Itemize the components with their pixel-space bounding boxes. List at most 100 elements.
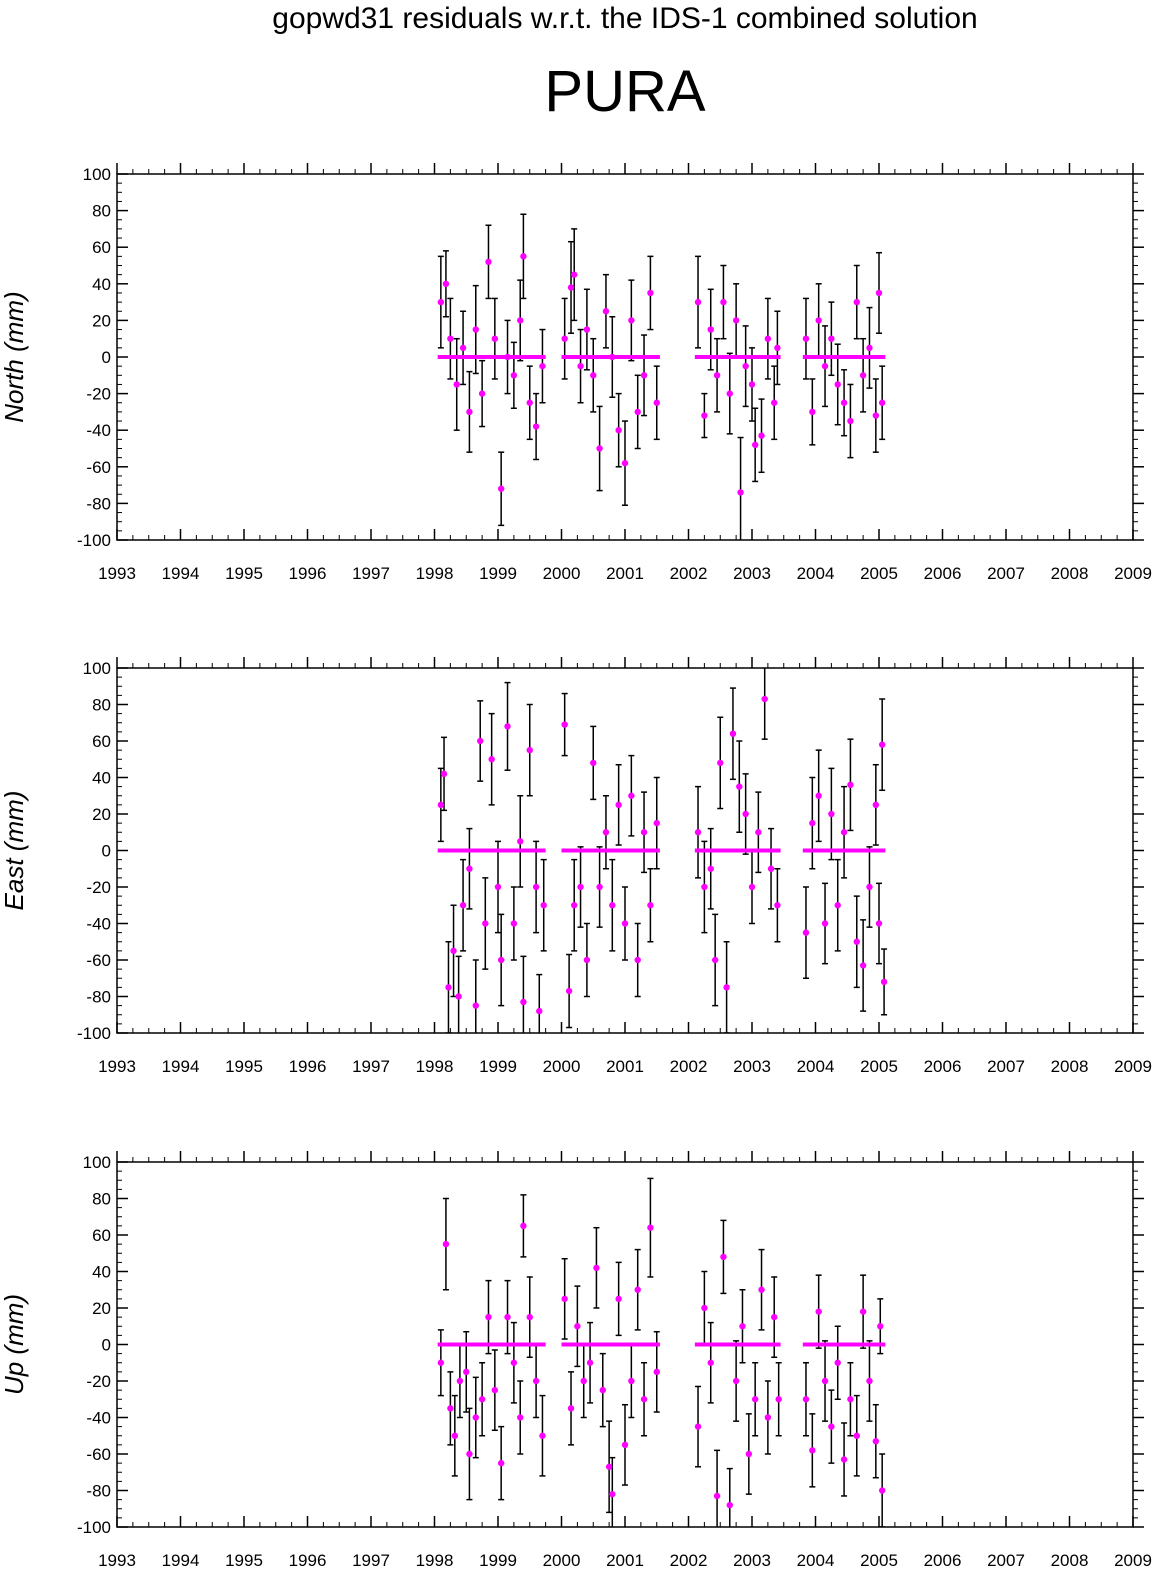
y-tick-label: -100 xyxy=(77,1518,111,1537)
data-point xyxy=(504,723,511,730)
panel-0: 1993 1994 1995 1996 1997 1998 1999 2000 2001 2002… xyxy=(0,163,1152,583)
data-point xyxy=(694,829,702,836)
data-point xyxy=(628,1377,635,1385)
data-point xyxy=(859,372,867,379)
data-point xyxy=(504,353,511,361)
data-point xyxy=(866,344,873,352)
data-point xyxy=(707,865,714,872)
data-point xyxy=(463,1368,470,1376)
x-tick-label: 1993 xyxy=(98,564,136,583)
data-point xyxy=(571,902,578,909)
data-point xyxy=(707,1359,714,1366)
data-point xyxy=(526,746,533,754)
x-tick-label: 2003 xyxy=(733,564,771,583)
x-tick-label: 2009 xyxy=(1114,1057,1152,1076)
data-point xyxy=(445,984,452,991)
data-point xyxy=(615,1295,622,1303)
x-tick-label: 1997 xyxy=(352,564,390,583)
data-point xyxy=(840,399,848,406)
x-tick-label: 1998 xyxy=(416,564,454,583)
data-point xyxy=(567,1405,575,1412)
data-point xyxy=(517,1414,524,1421)
x-tick-label: 2000 xyxy=(543,1057,581,1076)
data-point xyxy=(877,1323,884,1330)
data-point xyxy=(510,920,518,927)
x-tick-label: 2005 xyxy=(860,1057,898,1076)
x-tick-label: 2004 xyxy=(797,564,835,583)
y-tick-label: -100 xyxy=(77,531,111,550)
data-point xyxy=(809,1447,816,1454)
y-tick-label: 20 xyxy=(92,311,111,330)
data-point xyxy=(764,335,772,342)
data-point xyxy=(726,390,733,397)
x-tick-label: 2005 xyxy=(860,1551,898,1570)
data-point xyxy=(634,408,641,416)
y-tick-label: -20 xyxy=(86,1372,111,1391)
data-point xyxy=(809,408,816,416)
y-tick-label: -80 xyxy=(86,1482,111,1501)
data-point xyxy=(847,1396,854,1403)
data-point xyxy=(761,695,768,703)
x-tick-label: 1995 xyxy=(225,564,263,583)
data-point xyxy=(758,1286,765,1293)
y-tick-label: 0 xyxy=(102,1336,111,1355)
x-tick-label: 2002 xyxy=(670,564,708,583)
x-tick-label: 2004 xyxy=(797,1057,835,1076)
data-point xyxy=(840,1456,848,1463)
data-point xyxy=(466,865,473,872)
x-tick-label: 1999 xyxy=(479,1057,517,1076)
y-tick-label: -40 xyxy=(86,915,111,934)
data-point xyxy=(774,902,781,909)
data-point xyxy=(872,412,880,419)
data-point xyxy=(517,317,524,324)
data-point xyxy=(634,956,641,964)
data-point xyxy=(605,1463,613,1470)
data-point xyxy=(694,1423,702,1430)
panel-1: 1993 1994 1995 1996 1997 1998 1999 2000 2001 2002… xyxy=(0,657,1152,1076)
y-tick-label: 80 xyxy=(92,202,111,221)
data-point xyxy=(732,1377,740,1385)
x-tick-label: 2000 xyxy=(543,564,581,583)
data-point xyxy=(596,445,603,452)
y-tick-label: -20 xyxy=(86,878,111,897)
y-tick-label: 0 xyxy=(102,348,111,367)
data-point xyxy=(574,1323,581,1330)
y-tick-label: 0 xyxy=(102,842,111,861)
data-point xyxy=(713,1492,721,1500)
x-tick-label: 1995 xyxy=(225,1057,263,1076)
data-point xyxy=(815,1308,822,1315)
x-tick-label: 1993 xyxy=(98,1057,136,1076)
data-point xyxy=(532,423,540,430)
data-point xyxy=(539,1432,546,1439)
y-axis-label: East (mm) xyxy=(0,791,29,911)
data-point xyxy=(466,1450,473,1458)
data-point xyxy=(590,372,597,379)
data-point xyxy=(599,1386,606,1394)
data-point xyxy=(472,1414,479,1421)
data-point xyxy=(526,399,533,406)
data-point xyxy=(872,801,880,809)
data-point xyxy=(447,335,454,342)
data-point xyxy=(565,987,573,995)
data-point xyxy=(628,317,635,324)
data-point xyxy=(707,326,714,333)
data-point xyxy=(526,1313,533,1321)
x-tick-label: 2005 xyxy=(860,564,898,583)
data-point xyxy=(561,721,568,728)
y-tick-label: -60 xyxy=(86,458,111,477)
data-point xyxy=(615,427,622,434)
x-tick-label: 2008 xyxy=(1051,1057,1089,1076)
data-point xyxy=(737,489,744,496)
data-point xyxy=(878,1487,886,1494)
y-tick-label: -40 xyxy=(86,421,111,440)
data-point xyxy=(628,792,635,799)
data-point xyxy=(701,1304,708,1312)
data-point xyxy=(451,1432,459,1439)
y-tick-label: 60 xyxy=(92,732,111,751)
data-point xyxy=(821,1377,829,1385)
data-point xyxy=(615,801,622,809)
x-tick-label: 2006 xyxy=(924,1057,962,1076)
data-point xyxy=(834,381,841,388)
data-layer xyxy=(437,213,886,540)
data-point xyxy=(840,829,848,836)
